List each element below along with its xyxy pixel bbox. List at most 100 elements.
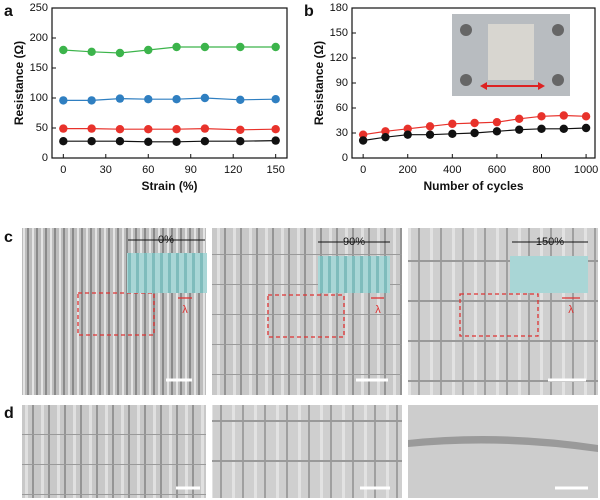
- data-point: [59, 137, 68, 146]
- y-tick-label: 180: [330, 2, 348, 14]
- wavelength-label: λ: [182, 304, 188, 316]
- x-tick-label: 90: [185, 164, 197, 176]
- panel-label: c: [4, 229, 13, 246]
- x-tick-label: 0: [360, 164, 366, 176]
- data-point: [172, 125, 181, 134]
- series-line: [63, 97, 276, 101]
- y-tick-label: 120: [330, 52, 348, 64]
- x-tick-label: 0: [60, 164, 66, 176]
- data-point: [200, 42, 210, 52]
- y-tick-label: 200: [30, 32, 48, 44]
- data-point: [448, 129, 457, 139]
- inset-photo: [452, 14, 570, 96]
- data-point: [115, 137, 125, 146]
- data-point: [200, 137, 210, 146]
- y-axis-title: Resistance (Ω): [12, 41, 26, 125]
- wavelength-label: λ: [568, 304, 574, 316]
- x-tick-label: 120: [224, 164, 242, 176]
- data-point: [559, 111, 568, 120]
- data-point: [358, 136, 368, 145]
- y-tick-label: 150: [30, 62, 48, 74]
- y-tick-label: 30: [336, 127, 348, 139]
- data-point: [271, 125, 280, 134]
- y-tick-label: 250: [30, 2, 48, 14]
- y-tick-label: 50: [36, 122, 48, 134]
- data-point: [492, 117, 502, 127]
- panel-label: d: [4, 405, 14, 422]
- data-point: [581, 123, 591, 133]
- data-point: [59, 45, 68, 55]
- data-point: [515, 125, 524, 134]
- data-point: [381, 127, 390, 136]
- panel-label: a: [4, 3, 13, 20]
- data-point: [200, 124, 210, 133]
- wavelength-label: λ: [375, 304, 381, 316]
- data-point: [87, 137, 96, 146]
- data-point: [448, 119, 457, 129]
- y-tick-label: 100: [30, 92, 48, 104]
- data-point: [271, 95, 280, 104]
- x-tick-label: 400: [443, 164, 461, 176]
- sem-images-d: [22, 405, 598, 498]
- data-point: [144, 95, 153, 104]
- data-point: [515, 114, 524, 124]
- plot-frame: [51, 7, 288, 159]
- strain-label: 150%: [536, 236, 564, 248]
- x-tick-label: 60: [142, 164, 154, 176]
- data-point: [172, 95, 181, 104]
- data-point: [87, 124, 96, 133]
- x-tick-label: 200: [399, 164, 417, 176]
- x-axis-title: Number of cycles: [423, 179, 523, 193]
- data-point: [144, 125, 153, 134]
- data-point: [144, 137, 153, 146]
- data-point: [537, 112, 546, 121]
- strain-label: 90%: [343, 236, 365, 248]
- y-tick-label: 0: [42, 152, 48, 164]
- panel-label: b: [304, 3, 314, 20]
- x-tick-label: 1000: [574, 164, 598, 176]
- data-point: [425, 130, 435, 139]
- data-point: [87, 96, 96, 105]
- data-point: [59, 124, 68, 133]
- data-point: [559, 124, 568, 134]
- data-point: [403, 130, 412, 139]
- strain-label: 0%: [158, 234, 174, 246]
- series-line: [63, 140, 276, 143]
- data-point: [115, 125, 125, 134]
- data-point: [470, 118, 479, 128]
- data-point: [537, 124, 546, 134]
- data-point: [358, 130, 368, 139]
- data-point: [200, 93, 210, 103]
- data-point: [59, 96, 68, 105]
- sem-images-c: [22, 228, 598, 395]
- y-tick-label: 60: [336, 102, 348, 114]
- data-point: [271, 136, 280, 145]
- series-line: [63, 127, 276, 131]
- y-axis-title: Resistance (Ω): [312, 41, 326, 125]
- data-point: [425, 122, 435, 131]
- data-point: [236, 42, 245, 52]
- data-point: [403, 124, 412, 134]
- data-point: [271, 42, 280, 52]
- data-point: [470, 128, 479, 138]
- y-tick-label: 0: [342, 152, 348, 164]
- x-tick-label: 30: [100, 164, 112, 176]
- data-point: [236, 125, 245, 134]
- x-axis-title: Strain (%): [141, 179, 197, 193]
- y-tick-label: 90: [336, 77, 348, 89]
- data-point: [172, 42, 181, 52]
- y-tick-label: 150: [330, 27, 348, 39]
- data-point: [172, 137, 181, 146]
- series-line: [63, 46, 276, 54]
- data-point: [144, 45, 153, 55]
- data-point: [236, 95, 245, 105]
- data-point: [236, 137, 245, 146]
- data-point: [115, 48, 125, 58]
- x-tick-label: 150: [266, 164, 284, 176]
- data-point: [581, 112, 591, 121]
- x-tick-label: 600: [488, 164, 506, 176]
- data-point: [381, 132, 390, 142]
- data-point: [87, 47, 96, 56]
- data-point: [115, 94, 125, 103]
